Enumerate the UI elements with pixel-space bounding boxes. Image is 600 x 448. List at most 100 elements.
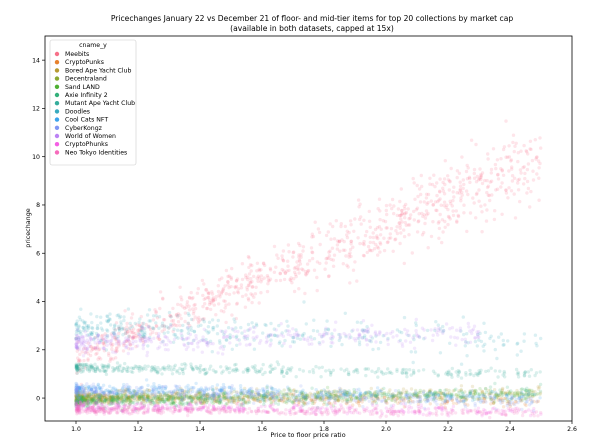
- data-point: [174, 391, 179, 396]
- data-point: [247, 265, 251, 270]
- data-point: [287, 398, 291, 403]
- data-point: [223, 396, 227, 400]
- data-point: [281, 258, 285, 263]
- data-point: [189, 317, 194, 322]
- data-point: [310, 398, 314, 403]
- data-point: [181, 305, 185, 309]
- data-point: [395, 225, 399, 229]
- data-point: [367, 209, 371, 214]
- data-point: [76, 362, 80, 367]
- data-point: [336, 398, 341, 403]
- data-point: [368, 225, 372, 229]
- data-point: [347, 255, 351, 259]
- data-point: [308, 391, 312, 395]
- data-point: [123, 361, 127, 366]
- data-point: [331, 264, 336, 268]
- data-point: [125, 331, 129, 335]
- data-point: [433, 371, 437, 375]
- data-point: [345, 367, 349, 371]
- data-point: [393, 389, 398, 393]
- data-point: [292, 266, 297, 270]
- data-point: [493, 369, 497, 373]
- data-point: [345, 233, 349, 237]
- data-point: [245, 288, 249, 292]
- data-point: [351, 403, 355, 407]
- data-point: [125, 325, 129, 329]
- data-point: [104, 394, 109, 398]
- data-point: [345, 402, 349, 406]
- data-point: [461, 178, 465, 182]
- data-point: [155, 316, 160, 320]
- data-point: [316, 390, 320, 394]
- data-point: [471, 388, 475, 393]
- data-point: [97, 340, 101, 344]
- data-point: [139, 396, 143, 400]
- data-point: [126, 338, 130, 342]
- data-point: [122, 389, 126, 393]
- data-point: [194, 399, 198, 404]
- data-point: [194, 401, 199, 405]
- data-point: [85, 346, 90, 351]
- data-point: [455, 219, 459, 223]
- data-point: [472, 176, 477, 180]
- data-point: [255, 334, 259, 339]
- data-point: [87, 391, 92, 395]
- data-point: [347, 336, 351, 340]
- data-point: [158, 399, 162, 404]
- data-point: [141, 397, 146, 402]
- data-point: [74, 398, 78, 402]
- data-point: [151, 393, 155, 397]
- data-point: [292, 250, 296, 254]
- data-point: [112, 331, 116, 335]
- data-point: [185, 389, 189, 393]
- data-point: [305, 271, 310, 275]
- data-point: [287, 250, 291, 254]
- data-point: [74, 396, 79, 400]
- data-point: [166, 394, 170, 398]
- data-point: [479, 172, 483, 177]
- data-point: [404, 223, 408, 227]
- data-point: [368, 240, 372, 245]
- data-point: [96, 395, 100, 400]
- data-point: [80, 340, 85, 345]
- data-point: [533, 138, 537, 142]
- data-point: [164, 393, 168, 397]
- data-point: [308, 394, 312, 399]
- data-point: [113, 335, 118, 340]
- data-point: [310, 394, 314, 398]
- data-point: [77, 393, 81, 397]
- data-point: [335, 247, 340, 251]
- data-point: [359, 398, 363, 402]
- data-point: [479, 177, 483, 182]
- data-point: [451, 213, 456, 218]
- data-point: [246, 322, 251, 327]
- data-point: [399, 395, 403, 400]
- data-point: [386, 342, 390, 347]
- data-point: [216, 284, 220, 288]
- data-point: [439, 203, 443, 207]
- data-point: [221, 335, 226, 340]
- data-point: [238, 342, 242, 346]
- data-point: [206, 393, 210, 397]
- data-point: [478, 175, 482, 180]
- data-point: [141, 327, 145, 331]
- data-point: [355, 328, 360, 332]
- data-point: [441, 329, 446, 333]
- data-point: [121, 333, 125, 337]
- data-point: [331, 335, 335, 339]
- data-point: [186, 390, 190, 394]
- data-point: [178, 323, 182, 328]
- data-point: [338, 332, 342, 337]
- data-point: [251, 336, 255, 340]
- data-point: [187, 295, 192, 300]
- data-point: [169, 395, 173, 400]
- data-point: [110, 395, 114, 399]
- data-point: [448, 341, 452, 345]
- data-point: [138, 333, 142, 337]
- data-point: [100, 395, 104, 399]
- data-point: [512, 176, 517, 180]
- data-point: [427, 390, 432, 394]
- data-point: [285, 319, 289, 323]
- data-point: [202, 401, 206, 405]
- data-point: [370, 248, 374, 253]
